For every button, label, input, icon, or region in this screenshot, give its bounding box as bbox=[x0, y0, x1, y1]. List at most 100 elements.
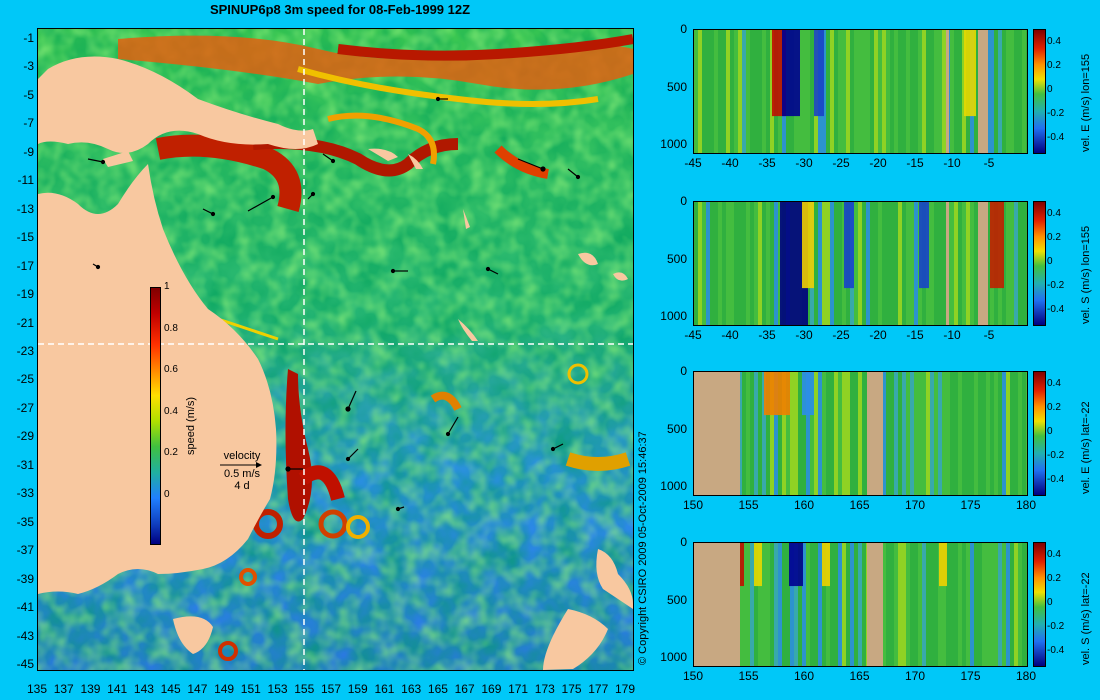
section-x-tick: 165 bbox=[849, 498, 870, 512]
section-x-tick: 160 bbox=[793, 669, 815, 683]
map-lon-tick: 161 bbox=[374, 682, 395, 696]
map-lon-tick: 153 bbox=[267, 682, 288, 696]
speed-colorbar-tick: 0.8 bbox=[164, 322, 178, 334]
map-lat-tick: -41 bbox=[16, 600, 34, 615]
section-x-tick: -35 bbox=[758, 328, 776, 342]
section-x-tick: -15 bbox=[906, 328, 924, 342]
section-x-tick: -40 bbox=[721, 328, 739, 342]
section-label: vel. S (m/s) lon=155 bbox=[1080, 225, 1092, 324]
section-colorbar-tick: 0.4 bbox=[1047, 208, 1061, 219]
map-lat-tick: -31 bbox=[16, 457, 34, 472]
section-colorbar-tick: -0.4 bbox=[1047, 645, 1065, 656]
section-colorbar-tick: 0 bbox=[1047, 256, 1053, 267]
map-lon-tick: 163 bbox=[401, 682, 422, 696]
speed-colorbar-tick: 0.2 bbox=[164, 447, 178, 459]
speed-colorbar bbox=[150, 287, 161, 545]
speed-colorbar-tick: 1 bbox=[164, 281, 170, 292]
map-lat-tick: -43 bbox=[16, 628, 34, 643]
section-colorbar bbox=[1033, 201, 1046, 326]
section-x-tick: 150 bbox=[682, 498, 704, 512]
map-lon-tick: 141 bbox=[107, 682, 128, 696]
map-lon-tick: 157 bbox=[320, 682, 342, 696]
map-lon-tick: 143 bbox=[133, 682, 154, 696]
section-x-tick: 155 bbox=[738, 498, 759, 512]
velocity-key-title: velocity bbox=[223, 450, 261, 462]
speed-colorbar-tick: 0 bbox=[164, 489, 170, 500]
section-colorbar bbox=[1033, 29, 1046, 154]
section-x-tick: 175 bbox=[960, 669, 981, 683]
speed-colorbar-tick: 0.6 bbox=[164, 364, 178, 376]
map-lat-tick: -27 bbox=[16, 400, 34, 415]
section-x-tick: -45 bbox=[684, 156, 702, 170]
section-x-tick: -45 bbox=[684, 328, 702, 342]
section-x-tick: -20 bbox=[869, 328, 887, 342]
map-lat-tick: -39 bbox=[16, 571, 34, 586]
section-x-tick: -15 bbox=[906, 156, 924, 170]
section-x-tick: 150 bbox=[682, 669, 704, 683]
section-colorbar-tick: 0.4 bbox=[1047, 36, 1061, 47]
section-x-tick: 170 bbox=[904, 498, 926, 512]
map-lon-tick: 177 bbox=[588, 682, 609, 696]
section-depth-tick: 0 bbox=[680, 22, 687, 36]
map-lat-tick: -19 bbox=[16, 287, 34, 302]
map-lon-tick: 165 bbox=[427, 682, 448, 696]
map-lon-tick: 135 bbox=[26, 682, 48, 696]
high-speed-features bbox=[118, 34, 633, 661]
map-lon-tick: 167 bbox=[454, 682, 475, 696]
section-colorbar-tick: 0.2 bbox=[1047, 402, 1061, 413]
section-x-tick: 160 bbox=[793, 498, 815, 512]
section-colorbar bbox=[1033, 542, 1046, 667]
section-colorbar-tick: 0 bbox=[1047, 597, 1053, 608]
velocity-key-duration: 4 d bbox=[234, 480, 250, 492]
map-lat-tick: -9 bbox=[23, 144, 34, 159]
section-x-tick: -25 bbox=[832, 156, 850, 170]
section-label: vel. S (m/s) lat=-22 bbox=[1080, 572, 1092, 665]
speed-colorbar-tick: 0.4 bbox=[164, 405, 178, 417]
section-depth-tick: 500 bbox=[666, 422, 687, 436]
section-depth-tick: 500 bbox=[666, 252, 687, 266]
map-lat-tick: -25 bbox=[16, 372, 34, 387]
section-label: vel. E (m/s) lat=-22 bbox=[1080, 401, 1092, 494]
section-x-tick: 155 bbox=[738, 669, 759, 683]
section-x-tick: -30 bbox=[795, 156, 813, 170]
velocity-arrows bbox=[87, 96, 581, 512]
section-label: vel. E (m/s) lon=155 bbox=[1080, 53, 1092, 152]
section-depth-tick: 1000 bbox=[660, 137, 687, 151]
section-x-tick: -10 bbox=[943, 156, 961, 170]
section-panel bbox=[693, 371, 1028, 496]
velocity-key: velocity 0.5 m/s 4 d bbox=[220, 450, 264, 492]
section-x-tick: 180 bbox=[1015, 498, 1037, 512]
map-lat-tick: -37 bbox=[16, 543, 34, 558]
section-panel bbox=[693, 542, 1028, 667]
section-x-tick: 180 bbox=[1015, 669, 1037, 683]
section-colorbar-tick: -0.4 bbox=[1047, 132, 1065, 143]
section-x-tick: 170 bbox=[904, 669, 926, 683]
section-colorbar-tick: -0.2 bbox=[1047, 108, 1065, 119]
map-lon-tick: 137 bbox=[53, 682, 74, 696]
section-x-tick: 175 bbox=[960, 498, 981, 512]
map-lon-tick: 145 bbox=[160, 682, 181, 696]
section-x-tick: -35 bbox=[758, 156, 776, 170]
copyright-text: © Copyright CSIRO 2009 05-Oct-2009 15:46… bbox=[637, 431, 649, 665]
map-lat-tick: -17 bbox=[16, 258, 34, 273]
section-x-tick: -5 bbox=[983, 156, 995, 170]
section-x-tick: -25 bbox=[832, 328, 850, 342]
map-lat-tick: -45 bbox=[16, 657, 34, 671]
map-lat-tick: -11 bbox=[17, 173, 34, 188]
section-colorbar-tick: 0 bbox=[1047, 84, 1053, 95]
section-x-tick: -40 bbox=[721, 156, 739, 170]
map-lon-tick: 155 bbox=[294, 682, 315, 696]
section-x-tick: -20 bbox=[869, 156, 887, 170]
map-lat-tick: -35 bbox=[16, 514, 34, 529]
map-lat-tick: -3 bbox=[23, 59, 34, 74]
section-depth-tick: 0 bbox=[680, 535, 687, 549]
section-depth-tick: 0 bbox=[680, 364, 687, 378]
map-lon-tick: 151 bbox=[240, 682, 261, 696]
section-colorbar-tick: -0.4 bbox=[1047, 304, 1065, 315]
section-colorbar-tick: 0.2 bbox=[1047, 60, 1061, 71]
map-lat-tick: -33 bbox=[16, 486, 34, 501]
section-colorbar-tick: -0.4 bbox=[1047, 474, 1065, 485]
map-lat-tick: -13 bbox=[16, 201, 34, 216]
map-lon-tick: 171 bbox=[508, 682, 529, 696]
section-depth-tick: 1000 bbox=[660, 479, 687, 493]
